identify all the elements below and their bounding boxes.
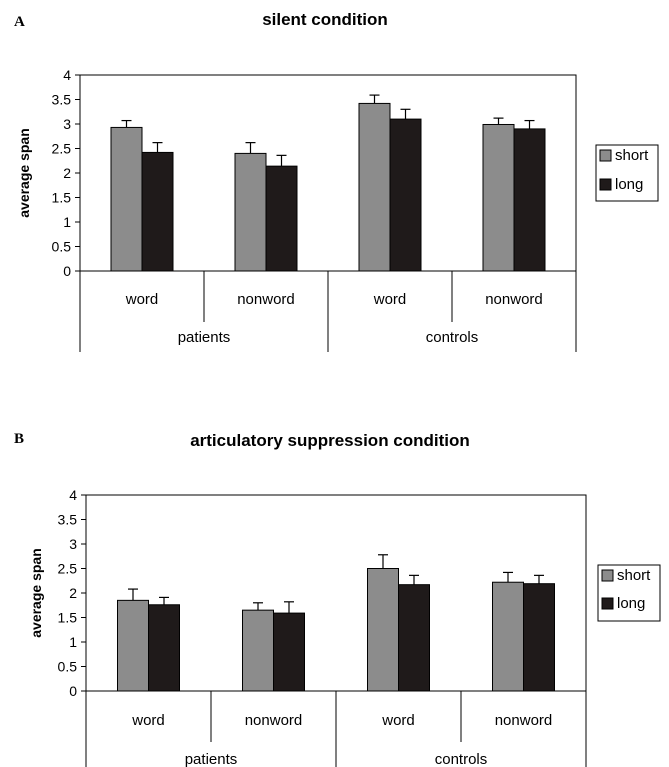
group-label: patients	[178, 329, 231, 346]
category-label: nonword	[245, 712, 303, 729]
bar-long	[389, 118, 422, 272]
legend-label-long: long	[617, 595, 645, 612]
category-label: word	[125, 291, 159, 308]
bar-short	[234, 152, 267, 272]
bar-short	[367, 568, 399, 692]
legend-swatch-short	[599, 149, 612, 162]
bar-short	[482, 123, 515, 272]
bar-long	[523, 583, 555, 692]
bar-long	[273, 612, 305, 692]
category-label: nonword	[495, 712, 553, 729]
y-tick-label: 0	[63, 263, 71, 279]
legend-label-short: short	[615, 147, 649, 164]
y-tick-label: 2	[69, 585, 77, 601]
y-tick-label: 0	[69, 683, 77, 699]
group-label: controls	[435, 751, 488, 767]
category-label: word	[381, 712, 415, 729]
y-axis-label: average span	[28, 548, 44, 638]
y-tick-label: 4	[63, 67, 71, 83]
y-tick-label: 3.5	[58, 512, 78, 528]
y-tick-label: 3.5	[52, 92, 72, 108]
y-tick-label: 2.5	[52, 141, 72, 157]
group-label: patients	[185, 751, 238, 767]
category-label: word	[131, 712, 165, 729]
legend-swatch-long	[599, 178, 612, 191]
y-tick-label: 2.5	[58, 561, 78, 577]
y-tick-label: 0.5	[52, 239, 72, 255]
chart-title: articulatory suppression condition	[190, 431, 470, 450]
category-label: nonword	[237, 291, 295, 308]
legend-label-short: short	[617, 567, 651, 584]
legend-swatch-short	[601, 569, 614, 582]
panel-letter: A	[14, 14, 25, 30]
y-tick-label: 1.5	[58, 610, 78, 626]
bar-short	[358, 102, 391, 272]
bar-short	[110, 126, 143, 272]
group-label: controls	[426, 329, 479, 346]
bar-long	[513, 128, 546, 272]
y-tick-label: 1	[63, 214, 71, 230]
bar-short	[492, 581, 524, 692]
bar-short	[242, 609, 274, 692]
y-tick-label: 2	[63, 165, 71, 181]
category-label: word	[373, 291, 407, 308]
bar-long	[141, 151, 174, 272]
bar-long	[265, 165, 298, 272]
bar-long	[398, 584, 430, 692]
bar-short	[117, 599, 149, 692]
category-label: nonword	[485, 291, 543, 308]
y-tick-label: 1	[69, 634, 77, 650]
y-tick-label: 0.5	[58, 659, 78, 675]
y-tick-label: 1.5	[52, 190, 72, 206]
bar-long	[148, 604, 180, 692]
y-tick-label: 3	[69, 536, 77, 552]
legend-label-long: long	[615, 176, 643, 193]
legend-swatch-long	[601, 597, 614, 610]
panel-letter: B	[14, 431, 24, 447]
y-axis-label: average span	[16, 128, 32, 218]
y-tick-label: 4	[69, 487, 77, 503]
chart-title: silent condition	[262, 10, 388, 29]
y-tick-label: 3	[63, 116, 71, 132]
